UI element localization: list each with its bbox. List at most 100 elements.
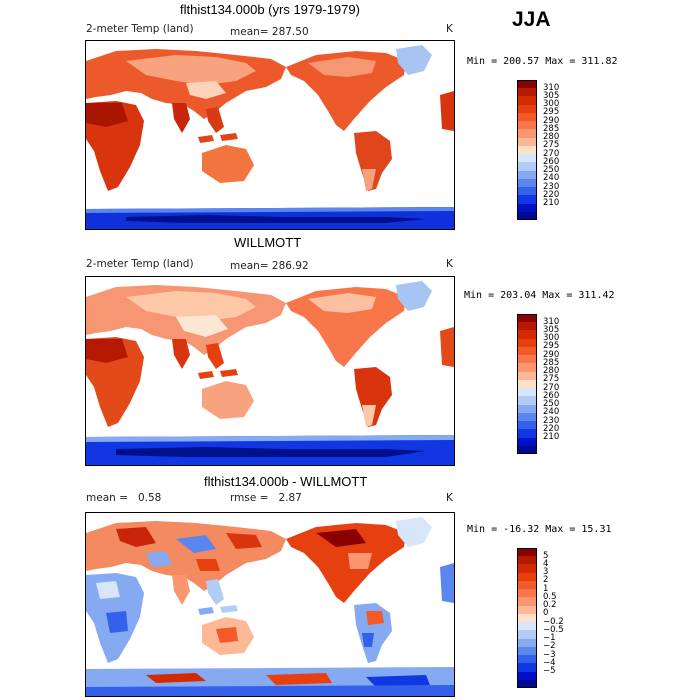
- panel3-minmax: Min = -16.32 Max = 15.31: [467, 524, 612, 535]
- colorbar-tick-label: 4: [543, 558, 549, 569]
- colorbar-swatch: [517, 363, 537, 373]
- panel3-title: flthist134.000b - WILLMOTT: [204, 474, 368, 489]
- colorbar-tick-label: 250: [543, 165, 560, 176]
- colorbar-swatch: [517, 80, 537, 89]
- colorbar-tick-label: 210: [543, 432, 560, 443]
- colorbar-swatch: [517, 355, 537, 364]
- panel2-units: K: [446, 258, 453, 270]
- colorbar-tick-label: −0.2: [543, 616, 564, 627]
- colorbar-tick-label: 1: [543, 583, 549, 594]
- colorbar-swatch: [517, 412, 537, 422]
- colorbar-swatch: [517, 564, 537, 574]
- colorbar-tick-label: 280: [543, 132, 560, 143]
- panel3-colorbar: 5 4 3 2 1 0.5 0.2 0 −0.2 −0.5 −1 −2 −3 −4 −5: [517, 548, 587, 693]
- colorbar-swatch: [517, 187, 537, 196]
- panel3-mean-label: mean = 0.58: [86, 492, 162, 504]
- panel1-title: flthist134.000b (yrs 1979-1979): [180, 2, 360, 17]
- colorbar-tick-label: 3: [543, 567, 549, 578]
- colorbar-swatch: [517, 203, 537, 213]
- colorbar-swatch: [517, 195, 537, 205]
- colorbar-tick-label: 0: [543, 608, 549, 619]
- panel2-map: [85, 276, 455, 466]
- panel1-mean-label: mean= 287.50: [230, 26, 309, 38]
- colorbar-tick-label: 310: [543, 82, 560, 93]
- colorbar-swatch: [517, 162, 537, 172]
- panel1-land: [86, 45, 454, 229]
- colorbar-tick-label: 285: [543, 123, 560, 134]
- panel2-minmax: Min = 203.04 Max = 311.42: [464, 290, 615, 301]
- colorbar-tick-label: −0.5: [543, 624, 564, 635]
- colorbar-tick-label: −1: [543, 633, 556, 644]
- colorbar-swatch: [517, 346, 537, 356]
- colorbar-tick-label: 210: [543, 198, 560, 209]
- colorbar-tick-label: −3: [543, 649, 556, 660]
- colorbar-swatch: [517, 96, 537, 106]
- colorbar-tick-label: 2: [543, 575, 549, 586]
- panel1-minmax: Min = 200.57 Max = 311.82: [467, 56, 618, 67]
- panel2-land: [86, 281, 454, 465]
- colorbar-tick-label: 305: [543, 324, 560, 335]
- colorbar-swatch: [517, 338, 537, 348]
- colorbar-swatch: [517, 589, 537, 598]
- colorbar-tick-label: −4: [543, 657, 556, 668]
- colorbar-swatch: [517, 679, 537, 689]
- colorbar-swatch: [517, 170, 537, 180]
- panel1-map: [85, 40, 455, 230]
- colorbar-tick-label: 270: [543, 148, 560, 159]
- colorbar-swatch: [517, 379, 537, 389]
- panel1-colorbar: 310 305 300 295 290 285 280 275 270 260 250 240 230 2…: [517, 80, 587, 225]
- panel3-land: [86, 517, 454, 696]
- colorbar-tick-label: 270: [543, 382, 560, 393]
- colorbar-swatch: [517, 314, 537, 323]
- colorbar-tick-label: −2: [543, 641, 556, 652]
- colorbar-tick-label: 0.2: [543, 600, 557, 611]
- colorbar-swatch: [517, 630, 537, 640]
- colorbar-swatch: [517, 388, 537, 397]
- colorbar-tick-label: 295: [543, 341, 560, 352]
- colorbar-swatch: [517, 663, 537, 673]
- colorbar-swatch: [517, 548, 537, 557]
- season-label: JJA: [512, 8, 551, 31]
- colorbar-swatch: [517, 421, 537, 430]
- panel2-colorbar: 310 305 300 295 290 285 280 275 270 260 250 240 230 2…: [517, 314, 587, 459]
- colorbar-swatch: [517, 671, 537, 681]
- colorbar-swatch: [517, 88, 537, 97]
- panel2-mean-label: mean= 286.92: [230, 260, 309, 272]
- colorbar-swatch: [517, 646, 537, 656]
- panel3-units: K: [446, 492, 453, 504]
- colorbar-swatch: [517, 322, 537, 331]
- colorbar-swatch: [517, 556, 537, 565]
- colorbar-swatch: [517, 404, 537, 414]
- colorbar-tick-label: 275: [543, 374, 560, 385]
- colorbar-swatch: [517, 655, 537, 664]
- colorbar-tick-label: 240: [543, 407, 560, 418]
- colorbar-tick-label: 295: [543, 107, 560, 118]
- colorbar-swatch: [517, 396, 537, 406]
- colorbar-tick-label: 5: [543, 550, 549, 561]
- colorbar-swatch: [517, 121, 537, 130]
- panel3-map: [85, 512, 455, 697]
- colorbar-tick-label: 230: [543, 181, 560, 192]
- panel2-variable-label: 2-meter Temp (land): [86, 258, 194, 270]
- colorbar-tick-label: 260: [543, 390, 560, 401]
- colorbar-swatch: [517, 580, 537, 590]
- colorbar-tick-label: 300: [543, 99, 560, 110]
- panel2-title: WILLMOTT: [234, 235, 302, 250]
- colorbar-swatch: [517, 137, 537, 147]
- colorbar-tick-label: 285: [543, 357, 560, 368]
- colorbar-swatch: [517, 622, 537, 631]
- colorbar-swatch: [517, 145, 537, 155]
- colorbar-tick-label: 220: [543, 189, 560, 200]
- colorbar-swatch: [517, 445, 537, 455]
- colorbar-swatch: [517, 638, 537, 648]
- colorbar-swatch: [517, 371, 537, 381]
- colorbar-swatch: [517, 178, 537, 188]
- colorbar-tick-label: 300: [543, 333, 560, 344]
- colorbar-tick-label: 240: [543, 173, 560, 184]
- colorbar-swatch: [517, 112, 537, 122]
- colorbar-swatch: [517, 429, 537, 439]
- panel1-variable-label: 2-meter Temp (land): [86, 23, 194, 35]
- colorbar-tick-label: 310: [543, 316, 560, 327]
- colorbar-swatch: [517, 437, 537, 447]
- colorbar-tick-label: 280: [543, 366, 560, 377]
